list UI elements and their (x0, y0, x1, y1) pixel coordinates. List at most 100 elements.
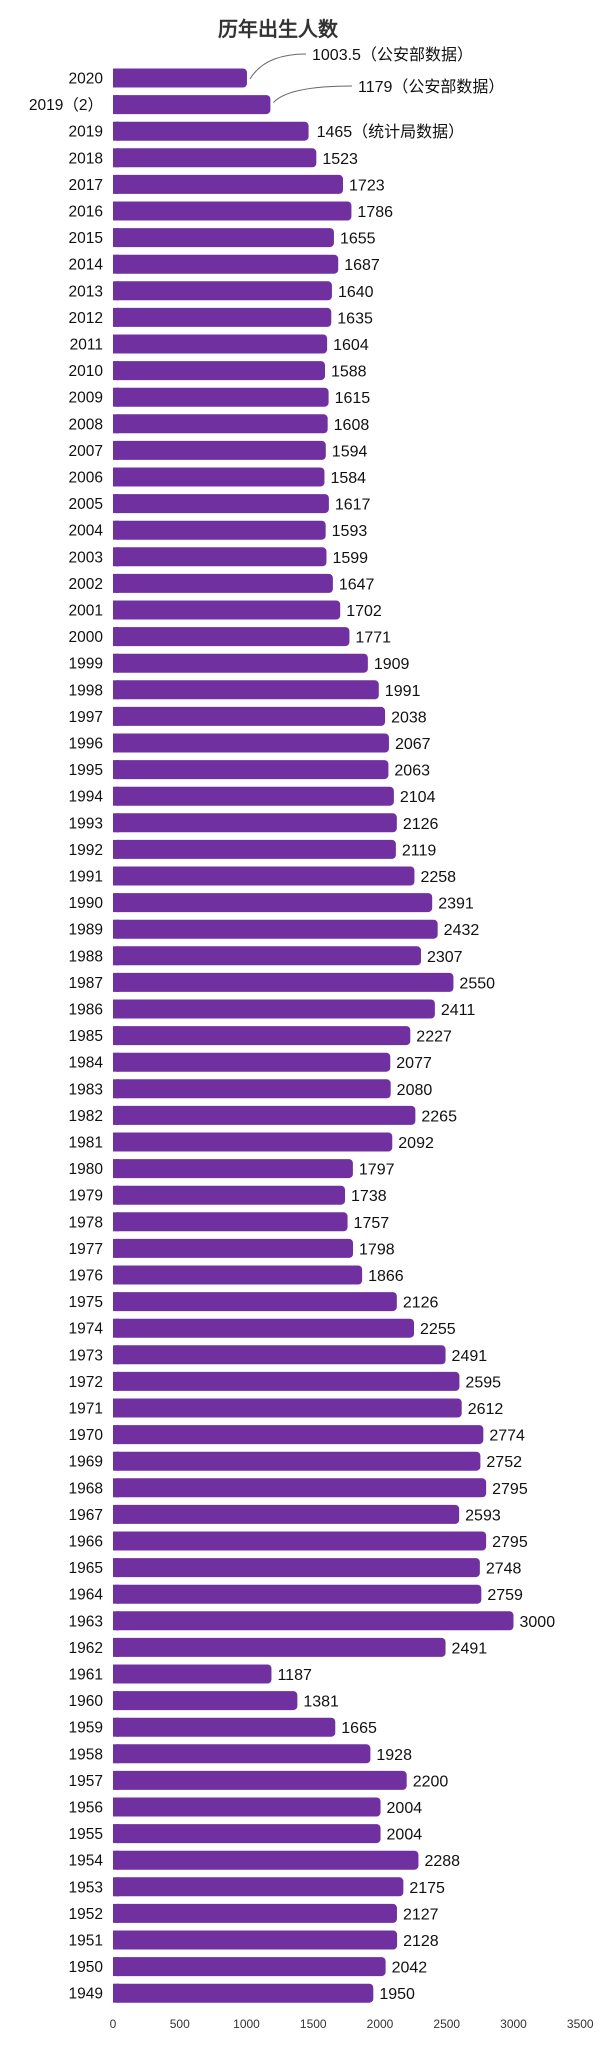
category-label: 1950 (69, 1959, 104, 1976)
category-label: 1959 (69, 1720, 103, 1737)
bar (113, 1478, 487, 1498)
bar-left-cap (113, 95, 119, 115)
bar-left-cap (113, 1744, 119, 1764)
category-label: 1968 (69, 1480, 103, 1497)
bar-left-cap (113, 706, 119, 726)
bar-left-cap (113, 1531, 119, 1551)
category-label: 1986 (69, 1002, 103, 1019)
category-label: 2018 (69, 150, 103, 167)
bar-left-cap (113, 1212, 119, 1232)
value-label: 1608 (334, 417, 370, 434)
bar-left-cap (113, 813, 119, 833)
bar (113, 839, 396, 859)
value-label: 1950 (379, 1986, 415, 2003)
x-tick-label: 2000 (367, 2017, 394, 2031)
bar-left-cap (113, 1371, 119, 1391)
category-label: 1982 (69, 1108, 103, 1125)
value-label: 1003.5（公安部数据） (312, 46, 473, 64)
value-label: 1187 (277, 1667, 312, 1684)
bar (113, 1611, 514, 1631)
bars-layer: 2020 1003.5（公安部数据） 2019（2） 1179（公安部数据） 2019 1… (29, 46, 555, 2003)
bar (113, 1371, 460, 1391)
category-label: 1977 (69, 1241, 103, 1258)
bar (113, 1132, 393, 1152)
value-label: 1757 (354, 1215, 390, 1232)
category-label: 1994 (69, 789, 104, 806)
bar (113, 1052, 391, 1072)
bar (113, 1159, 353, 1179)
bar-left-cap (113, 1930, 119, 1950)
bar (113, 627, 350, 647)
value-label: 2038 (391, 709, 427, 726)
value-label: 1771 (355, 630, 391, 647)
bar-left-cap (113, 254, 119, 274)
bar-left-cap (113, 1717, 119, 1737)
value-label: 2080 (397, 1082, 433, 1099)
chart-title: 历年出生人数 (218, 17, 339, 41)
value-label: 1665 (341, 1720, 377, 1737)
category-label: 1973 (69, 1347, 103, 1364)
bar-left-cap (113, 68, 119, 88)
bar-left-cap (113, 1824, 119, 1844)
bar-left-cap (113, 494, 119, 514)
bar-left-cap (113, 1265, 119, 1285)
bar-left-cap (113, 1691, 119, 1711)
bar-left-cap (113, 1957, 119, 1977)
category-label: 1985 (69, 1028, 103, 1045)
category-label: 1995 (69, 762, 103, 779)
category-label: 2012 (69, 310, 103, 327)
value-label: 1604 (333, 337, 369, 354)
bar-left-cap (113, 600, 119, 620)
bar-left-cap (113, 201, 119, 221)
bar (113, 972, 454, 992)
bar (113, 467, 325, 487)
bar-left-cap (113, 307, 119, 327)
callout-line (273, 85, 353, 103)
value-label: 1655 (340, 231, 376, 248)
bar (113, 121, 309, 141)
bar-left-cap (113, 174, 119, 194)
bar (113, 1584, 482, 1604)
bar (113, 1265, 363, 1285)
category-label: 2001 (69, 603, 103, 620)
value-label: 1593 (332, 523, 368, 540)
value-label: 1797 (359, 1162, 395, 1179)
category-label: 1952 (69, 1906, 103, 1923)
value-label: 2795 (492, 1534, 528, 1551)
value-label: 2774 (489, 1428, 525, 1445)
category-label: 1960 (69, 1693, 104, 1710)
bar (113, 1026, 411, 1046)
bar (113, 547, 327, 567)
bar (113, 1664, 272, 1684)
bar (113, 760, 389, 780)
value-label: 2104 (400, 789, 436, 806)
value-label: 2042 (392, 1960, 428, 1977)
category-label: 1963 (69, 1613, 103, 1630)
bar-left-cap (113, 1026, 119, 1046)
bar (113, 1930, 398, 1950)
bar-left-cap (113, 999, 119, 1019)
bar (113, 1691, 298, 1711)
bar (113, 440, 326, 460)
bar-left-cap (113, 414, 119, 434)
value-label: 1798 (359, 1241, 395, 1258)
bar (113, 786, 394, 806)
bar-left-cap (113, 733, 119, 753)
bar-left-cap (113, 1877, 119, 1897)
category-label: 1992 (69, 842, 103, 859)
bar (113, 1185, 346, 1205)
bar (113, 361, 325, 381)
value-label: 2063 (394, 763, 430, 780)
bar (113, 1531, 487, 1551)
bar (113, 201, 352, 221)
bar-left-cap (113, 1451, 119, 1471)
bar (113, 334, 328, 354)
x-tick-label: 500 (170, 2017, 190, 2031)
category-label: 2019（2） (29, 97, 103, 114)
category-label: 1975 (69, 1294, 103, 1311)
category-label: 2000 (69, 629, 104, 646)
x-tick-label: 1500 (300, 2017, 327, 2031)
value-label: 1647 (339, 576, 375, 593)
bar-left-cap (113, 627, 119, 647)
category-label: 1990 (69, 895, 104, 912)
